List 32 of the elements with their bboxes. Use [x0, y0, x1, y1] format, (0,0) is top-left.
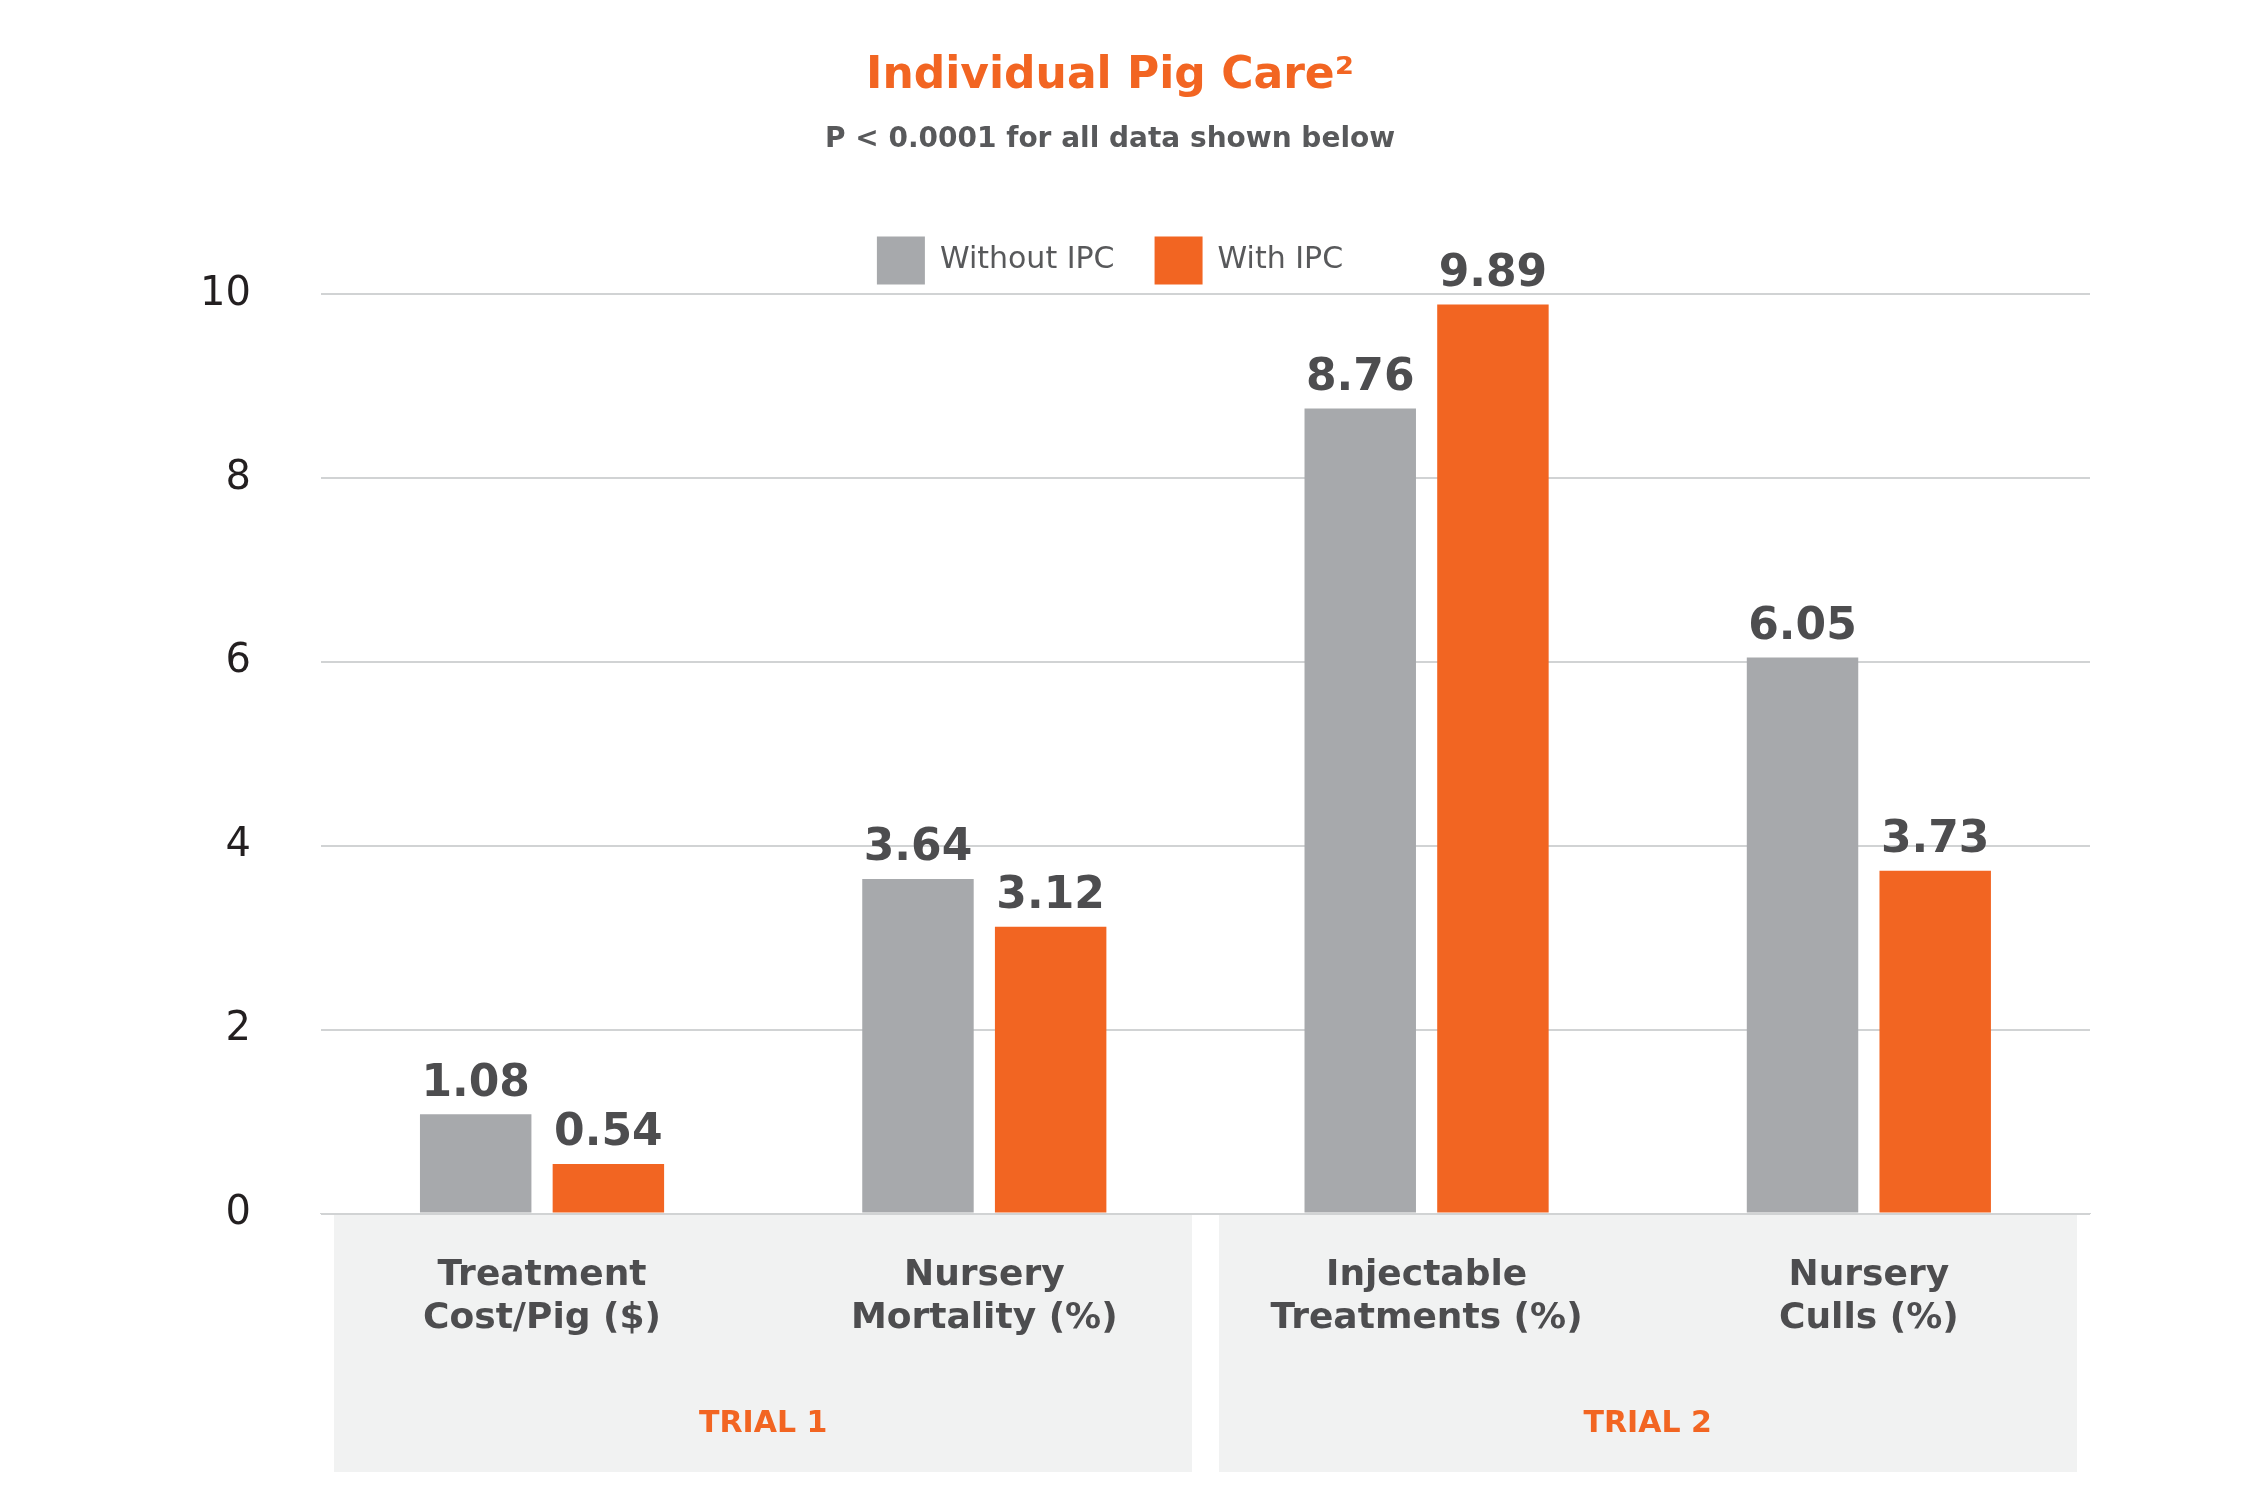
y-tick-label: 8	[225, 451, 251, 498]
text: TRIAL 1	[697, 1403, 829, 1439]
x-tick-label: Injectable Treatments (%)	[1270, 1251, 1583, 1336]
bar	[862, 879, 974, 1213]
data-label: 9.89	[1438, 244, 1548, 296]
bar	[1879, 870, 1991, 1213]
legend-label: With IPC	[1217, 240, 1344, 276]
bar	[1437, 304, 1549, 1213]
y-tick-label: 0	[225, 1186, 251, 1233]
data-label: 6.05	[1748, 597, 1857, 649]
data-label: 3.73	[1880, 811, 1990, 863]
x-tick-label: Nursery Culls (%)	[1779, 1251, 1959, 1336]
bar	[994, 926, 1107, 1213]
data-label: 1.08	[421, 1054, 530, 1106]
y-tick-label: 10	[199, 267, 251, 314]
data-label: 3.12	[996, 867, 1105, 919]
x-tick-label: Nursery Mortality (%)	[850, 1251, 1118, 1336]
y-tick-label: 2	[225, 1003, 251, 1050]
chart-title: Individual Pig Care²	[866, 46, 1354, 98]
chart-subtitle: P < 0.0001 for all data shown below	[824, 120, 1396, 154]
data-label: 3.64	[863, 819, 973, 871]
bar	[552, 1163, 665, 1213]
data-label: 0.54	[554, 1104, 663, 1156]
y-tick-label: 4	[225, 819, 251, 866]
text: TRIAL 2	[1582, 1403, 1713, 1439]
bar	[1304, 408, 1416, 1213]
data-label: 8.76	[1305, 348, 1415, 400]
bar	[1746, 657, 1859, 1213]
bar	[419, 1114, 532, 1213]
legend-label: Without IPC	[939, 240, 1115, 276]
x-tick-label: Treatment Cost/Pig ($)	[423, 1251, 661, 1336]
y-tick-label: 6	[225, 635, 251, 682]
